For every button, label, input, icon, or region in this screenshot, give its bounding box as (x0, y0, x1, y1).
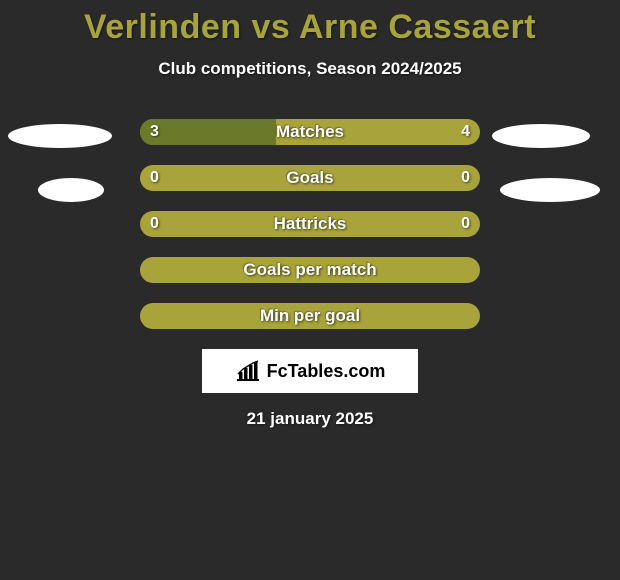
date-text: 21 january 2025 (0, 409, 620, 429)
page-title: Verlinden vs Arne Cassaert (0, 0, 620, 47)
bar-chart-icon (235, 360, 261, 382)
stat-value-right: 0 (461, 211, 470, 237)
bar-fill-left (140, 119, 276, 145)
decorative-ellipse (492, 124, 590, 148)
bar-track (140, 211, 480, 237)
stat-row: Min per goal (0, 303, 620, 329)
page-subtitle: Club competitions, Season 2024/2025 (0, 59, 620, 79)
bar-track (140, 119, 480, 145)
comparison-chart: 34Matches00Goals00HattricksGoals per mat… (0, 119, 620, 329)
decorative-ellipse (8, 124, 112, 148)
stat-value-left: 3 (150, 119, 159, 145)
decorative-ellipse (38, 178, 104, 202)
stat-value-left: 0 (150, 211, 159, 237)
stat-value-left: 0 (150, 165, 159, 191)
bar-track (140, 303, 480, 329)
bar-track (140, 165, 480, 191)
bar-track (140, 257, 480, 283)
decorative-ellipse (500, 178, 600, 202)
stat-row: 00Hattricks (0, 211, 620, 237)
stat-value-right: 4 (461, 119, 470, 145)
stat-row: Goals per match (0, 257, 620, 283)
stat-value-right: 0 (461, 165, 470, 191)
logo-box: FcTables.com (202, 349, 418, 393)
logo-text: FcTables.com (267, 361, 386, 382)
